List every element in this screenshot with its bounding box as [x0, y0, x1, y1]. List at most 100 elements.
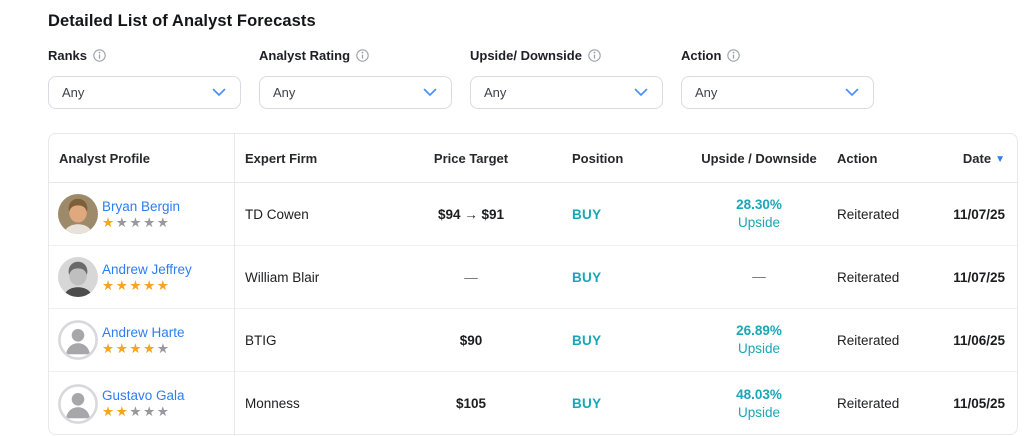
price-target-cell: — [404, 270, 538, 285]
dropdown-value: Any [695, 85, 718, 100]
upside-downside-cell: 48.03% Upside [689, 386, 829, 422]
analyst-profile-cell: Gustavo Gala ★★★★★ [49, 383, 234, 424]
analyst-name-link[interactable]: Gustavo Gala [102, 388, 185, 403]
price-target: $94 → $91 [437, 206, 505, 222]
analyst-profile-cell: Andrew Harte ★★★★★ [49, 320, 234, 360]
position-value: BUY [572, 269, 602, 285]
upside-downside-cell: 26.89% Upside [689, 322, 829, 358]
stars-filled: ★★ [102, 404, 130, 419]
column-header-price-target[interactable]: Price Target [433, 150, 509, 166]
price-target: $90 [459, 332, 483, 348]
position-value: BUY [572, 396, 602, 411]
chevron-down-icon [845, 88, 859, 97]
date-value: 11/05/25 [953, 396, 1005, 411]
chevron-down-icon [634, 88, 648, 97]
stars-empty: ★★★ [129, 404, 171, 419]
filter-label: Upside/ Downside [470, 47, 582, 63]
analyst-avatar[interactable] [58, 194, 98, 234]
filter-upside-downside: Upside/ Downside Any [470, 47, 663, 109]
page-title: Detailed List of Analyst Forecasts [48, 12, 316, 30]
date-value: 11/07/25 [953, 206, 1005, 222]
column-divider [234, 134, 235, 434]
analyst-profile-cell: Bryan Bergin ★★★★★ [49, 194, 234, 234]
filter-action: Action Any [681, 47, 874, 109]
position-cell: BUY [538, 396, 689, 411]
sort-descending-icon: ▼ [995, 153, 1005, 165]
analyst-avatar[interactable] [58, 320, 98, 360]
filter-ranks: Ranks Any [48, 47, 241, 109]
dropdown-value: Any [273, 85, 296, 100]
upside-direction: Upside [737, 404, 781, 420]
position-value: BUY [572, 206, 602, 222]
upside-percent: 28.30% [736, 197, 782, 212]
price-target-cell: $90 [404, 333, 538, 348]
analyst-name-link[interactable]: Bryan Bergin [102, 198, 181, 214]
action-value: Reiterated [837, 396, 900, 411]
date-header-label: Date [962, 150, 992, 166]
stars-filled: ★★★★ [102, 340, 157, 356]
column-header-date[interactable]: Date ▼ [911, 151, 1017, 166]
position-cell: BUY [538, 207, 689, 222]
dropdown-value: Any [484, 85, 507, 100]
stars-empty: ★★★★ [115, 214, 171, 230]
date-value: 11/06/25 [953, 332, 1005, 348]
analyst-name-link[interactable]: Andrew Jeffrey [102, 261, 192, 277]
expert-firm: William Blair [245, 269, 320, 285]
price-target: $105 [455, 396, 487, 411]
column-header-position[interactable]: Position [572, 150, 624, 166]
filter-label: Analyst Rating [259, 47, 351, 63]
table-row: Bryan Bergin ★★★★★ TD Cowen $94 → $91 BU… [49, 183, 1017, 246]
position-cell: BUY [538, 333, 689, 348]
action-value: Reiterated [837, 332, 900, 348]
analyst-star-rating: ★★★★★ [102, 278, 192, 294]
filter-bar: Ranks Any Analyst Rating Any Upside/ Dow… [48, 47, 874, 109]
info-icon[interactable] [588, 48, 601, 62]
dropdown-value: Any [62, 85, 85, 100]
info-icon[interactable] [356, 48, 369, 62]
expert-firm: TD Cowen [245, 206, 309, 222]
upside-downside-cell: 28.30% Upside [689, 196, 829, 232]
action-value: Reiterated [837, 269, 900, 285]
filter-label: Action [681, 47, 722, 63]
date-value: 11/07/25 [953, 269, 1005, 285]
price-target: — [464, 269, 478, 285]
analyst-rating-dropdown[interactable]: Any [259, 76, 452, 109]
analyst-avatar[interactable] [58, 383, 98, 424]
position-cell: BUY [538, 270, 689, 285]
analyst-avatar[interactable] [58, 257, 98, 297]
stars-empty: ★ [156, 340, 171, 356]
price-target-cell: $105 [404, 396, 538, 411]
expert-firm: BTIG [245, 332, 277, 348]
chevron-down-icon [212, 88, 226, 97]
upside-downside-dropdown[interactable]: Any [470, 76, 663, 109]
table-row: Gustavo Gala ★★★★★ Monness $105 BUY 48.0… [49, 372, 1017, 435]
analyst-star-rating: ★★★★★ [102, 215, 180, 231]
analyst-profile-cell: Andrew Jeffrey ★★★★★ [49, 257, 234, 297]
analyst-star-rating: ★★★★★ [102, 341, 185, 357]
upside-percent: — [752, 269, 766, 284]
upside-percent: 48.03% [736, 386, 782, 402]
analyst-star-rating: ★★★★★ [102, 404, 185, 420]
column-header-action[interactable]: Action [837, 150, 878, 166]
column-header-upside-downside[interactable]: Upside / Downside [701, 150, 817, 166]
ranks-dropdown[interactable]: Any [48, 76, 241, 109]
filter-analyst-rating: Analyst Rating Any [259, 47, 452, 109]
table-header-row: Analyst Profile Expert Firm Price Target… [49, 134, 1017, 183]
table-row: Andrew Jeffrey ★★★★★ William Blair — BUY… [49, 246, 1017, 309]
info-icon[interactable] [93, 48, 106, 62]
column-header-expert-firm[interactable]: Expert Firm [245, 150, 318, 166]
stars-filled: ★ [102, 214, 116, 230]
stars-filled: ★★★★★ [102, 277, 171, 293]
upside-direction: Upside [737, 341, 781, 356]
price-target-cell: $94 → $91 [404, 207, 538, 222]
chevron-down-icon [423, 88, 437, 97]
info-icon[interactable] [727, 48, 741, 62]
analyst-name-link[interactable]: Andrew Harte [102, 324, 185, 340]
position-value: BUY [572, 332, 602, 348]
column-header-analyst-profile[interactable]: Analyst Profile [59, 150, 151, 166]
action-value: Reiterated [837, 206, 900, 222]
table-row: Andrew Harte ★★★★★ BTIG $90 BUY 26.89% U… [49, 309, 1017, 372]
upside-downside-cell: — [689, 268, 829, 286]
upside-direction: Upside [737, 215, 781, 230]
action-dropdown[interactable]: Any [681, 76, 874, 109]
